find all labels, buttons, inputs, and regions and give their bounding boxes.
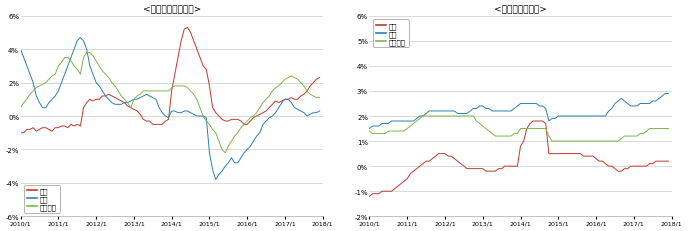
Title: <サービスの物価>: <サービスの物価> [494,6,547,15]
Legend: 日本, 米国, ユーロ圈: 日本, 米国, ユーロ圈 [373,20,409,48]
Legend: 日本, 米国, ユーロ圈: 日本, 米国, ユーロ圈 [24,185,60,213]
Title: <財（モノ）の物価>: <財（モノ）の物価> [142,6,201,15]
